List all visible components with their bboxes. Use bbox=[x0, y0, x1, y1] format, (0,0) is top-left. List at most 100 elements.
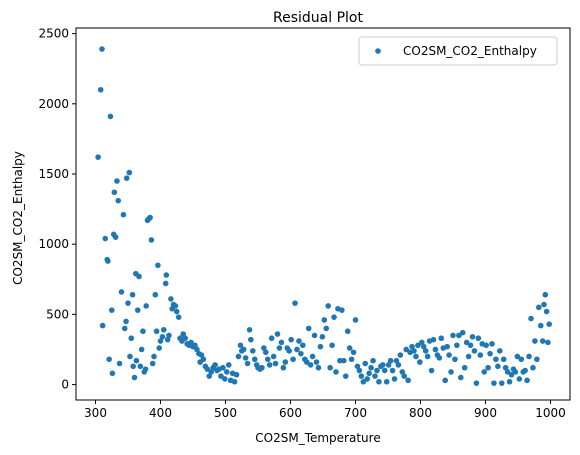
data-point bbox=[522, 367, 528, 374]
data-point bbox=[502, 364, 509, 371]
data-point bbox=[450, 332, 456, 339]
data-point bbox=[182, 335, 188, 342]
data-point bbox=[397, 352, 404, 358]
data-point bbox=[448, 369, 454, 375]
data-point bbox=[526, 353, 532, 360]
data-point bbox=[536, 304, 542, 311]
data-point bbox=[383, 378, 390, 385]
data-point bbox=[159, 334, 166, 340]
data-point bbox=[352, 317, 359, 323]
data-point bbox=[506, 378, 513, 385]
data-point bbox=[485, 364, 491, 371]
data-point bbox=[420, 343, 427, 350]
data-point bbox=[282, 359, 289, 365]
data-point bbox=[233, 371, 240, 378]
data-point bbox=[127, 353, 133, 360]
data-point bbox=[138, 346, 145, 353]
data-point bbox=[354, 363, 361, 370]
data-point bbox=[248, 336, 254, 343]
data-point bbox=[194, 346, 200, 353]
data-point bbox=[477, 352, 484, 358]
data-point bbox=[543, 308, 550, 315]
data-point bbox=[251, 356, 258, 363]
data-point bbox=[461, 364, 468, 371]
data-point bbox=[315, 364, 322, 371]
data-point bbox=[222, 376, 228, 382]
y-tick-label: 2000 bbox=[38, 97, 69, 111]
data-point bbox=[121, 325, 128, 332]
data-point bbox=[483, 342, 489, 349]
data-point bbox=[344, 328, 351, 335]
data-point bbox=[399, 369, 406, 375]
data-point bbox=[532, 338, 538, 344]
data-point bbox=[266, 362, 273, 368]
data-point bbox=[136, 273, 142, 280]
data-point bbox=[112, 234, 119, 240]
data-point bbox=[276, 345, 283, 351]
data-point bbox=[151, 353, 157, 360]
data-point bbox=[411, 348, 417, 354]
data-point bbox=[395, 362, 402, 368]
data-point bbox=[280, 364, 287, 371]
data-point bbox=[415, 342, 421, 349]
data-point bbox=[164, 336, 171, 343]
data-point bbox=[331, 314, 337, 320]
y-axis-ticks: 0 500 1000 1500 2000 2500 bbox=[38, 27, 76, 392]
data-point bbox=[452, 356, 458, 363]
data-point bbox=[237, 342, 244, 349]
data-point bbox=[109, 370, 116, 377]
data-point bbox=[172, 303, 179, 309]
data-point bbox=[339, 307, 345, 313]
data-point bbox=[303, 359, 310, 365]
data-point bbox=[508, 371, 515, 378]
data-point bbox=[259, 364, 265, 371]
data-point bbox=[208, 369, 214, 375]
data-point bbox=[368, 364, 374, 371]
data-point bbox=[157, 338, 164, 344]
plot-area bbox=[76, 28, 570, 400]
data-point bbox=[294, 346, 300, 353]
data-point bbox=[118, 289, 125, 295]
data-point bbox=[272, 360, 279, 367]
data-point bbox=[298, 350, 304, 357]
data-point bbox=[356, 367, 363, 374]
data-point bbox=[153, 328, 160, 335]
data-point bbox=[498, 380, 505, 386]
data-point bbox=[148, 237, 155, 243]
y-tick-label: 2500 bbox=[38, 27, 69, 41]
y-axis-label: CO2SM_CO2_Enthalpy bbox=[11, 151, 25, 285]
data-point bbox=[516, 376, 523, 382]
data-point bbox=[166, 332, 172, 339]
data-point bbox=[120, 211, 127, 218]
data-point bbox=[512, 369, 519, 375]
data-point bbox=[366, 370, 372, 377]
data-point bbox=[436, 355, 443, 361]
data-point bbox=[155, 262, 161, 269]
x-tick-label: 900 bbox=[474, 406, 497, 420]
data-point bbox=[364, 376, 371, 382]
data-point bbox=[458, 374, 464, 381]
data-point bbox=[292, 300, 298, 306]
data-point bbox=[198, 352, 205, 358]
data-point bbox=[405, 377, 411, 384]
x-axis-ticks: 300 400 500 600 700 800 900 1000 bbox=[84, 400, 566, 420]
data-point bbox=[442, 377, 449, 384]
scatter-points bbox=[95, 46, 552, 386]
data-point bbox=[473, 380, 480, 386]
x-tick-label: 800 bbox=[409, 406, 432, 420]
data-point bbox=[417, 359, 423, 365]
legend: CO2SM_CO2_Enthalpy bbox=[358, 36, 558, 66]
data-point bbox=[495, 363, 501, 370]
data-point bbox=[475, 335, 482, 342]
y-tick-label: 1000 bbox=[38, 237, 69, 251]
data-point bbox=[244, 360, 251, 367]
data-point bbox=[224, 369, 230, 375]
data-point bbox=[537, 322, 544, 329]
data-point bbox=[346, 345, 353, 351]
data-point bbox=[152, 291, 159, 298]
data-point bbox=[278, 339, 285, 346]
data-point bbox=[116, 360, 123, 367]
data-point bbox=[268, 335, 275, 342]
data-point bbox=[97, 86, 104, 93]
